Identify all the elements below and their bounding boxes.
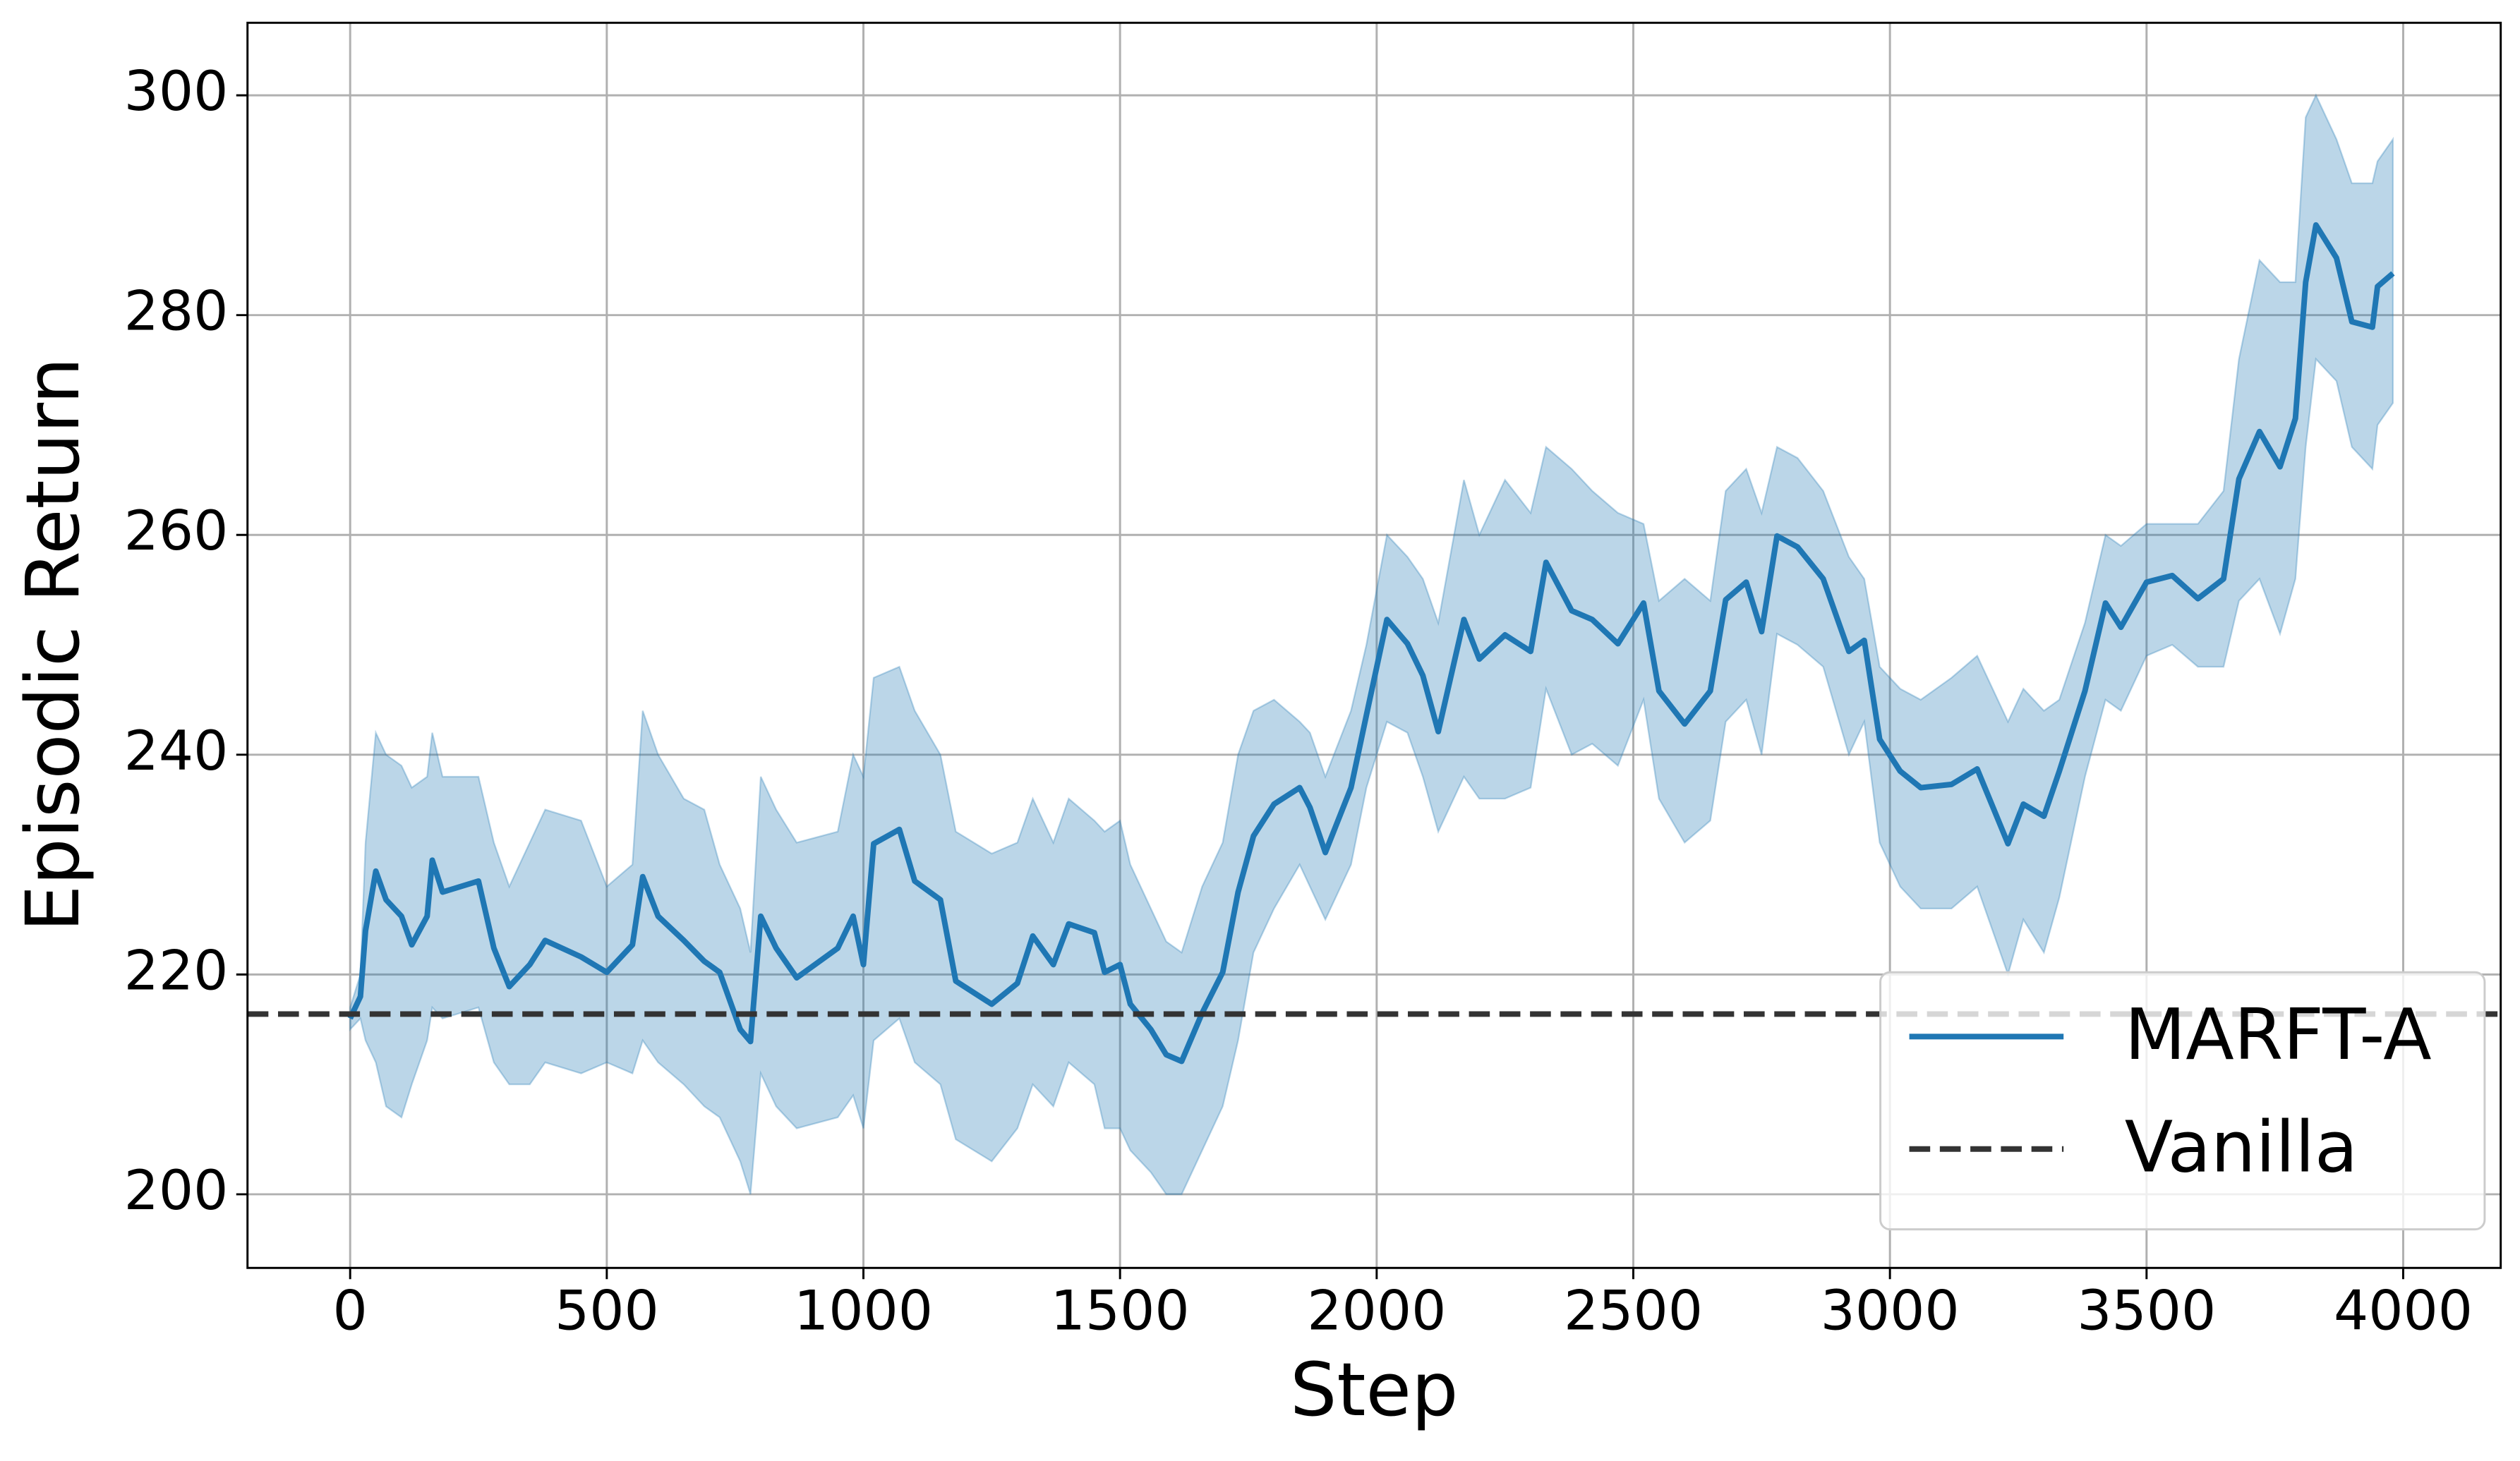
x-tick-label: 3000	[1821, 1279, 1960, 1342]
line	[347, 222, 2395, 1065]
x-tick-label: 3500	[2077, 1279, 2216, 1342]
y-tick-label: 280	[124, 280, 229, 344]
legend-label: MARFT-A	[2125, 993, 2432, 1076]
x-tick-label: 1000	[794, 1279, 933, 1342]
y-tick-label: 300	[124, 60, 229, 123]
x-tick-label: 4000	[2334, 1279, 2473, 1342]
y-tick-label: 240	[124, 720, 229, 783]
x-tick-label: 500	[555, 1279, 659, 1342]
plot-frame	[246, 21, 2502, 1269]
x-axis-label: Step	[1290, 1347, 1459, 1433]
x-tick-label: 0	[333, 1279, 368, 1342]
y-tick-label: 260	[124, 499, 229, 563]
y-axis-label: Episodic Return	[10, 357, 96, 932]
confidence-band	[349, 93, 2394, 1196]
y-tick-label: 220	[124, 939, 229, 1002]
y-tick-label: 200	[124, 1159, 229, 1223]
x-tick-label: 1500	[1051, 1279, 1190, 1342]
legend-label: Vanilla	[2125, 1106, 2358, 1189]
x-tick-label: 2000	[1307, 1279, 1446, 1342]
x-tick-label: 2500	[1564, 1279, 1703, 1342]
